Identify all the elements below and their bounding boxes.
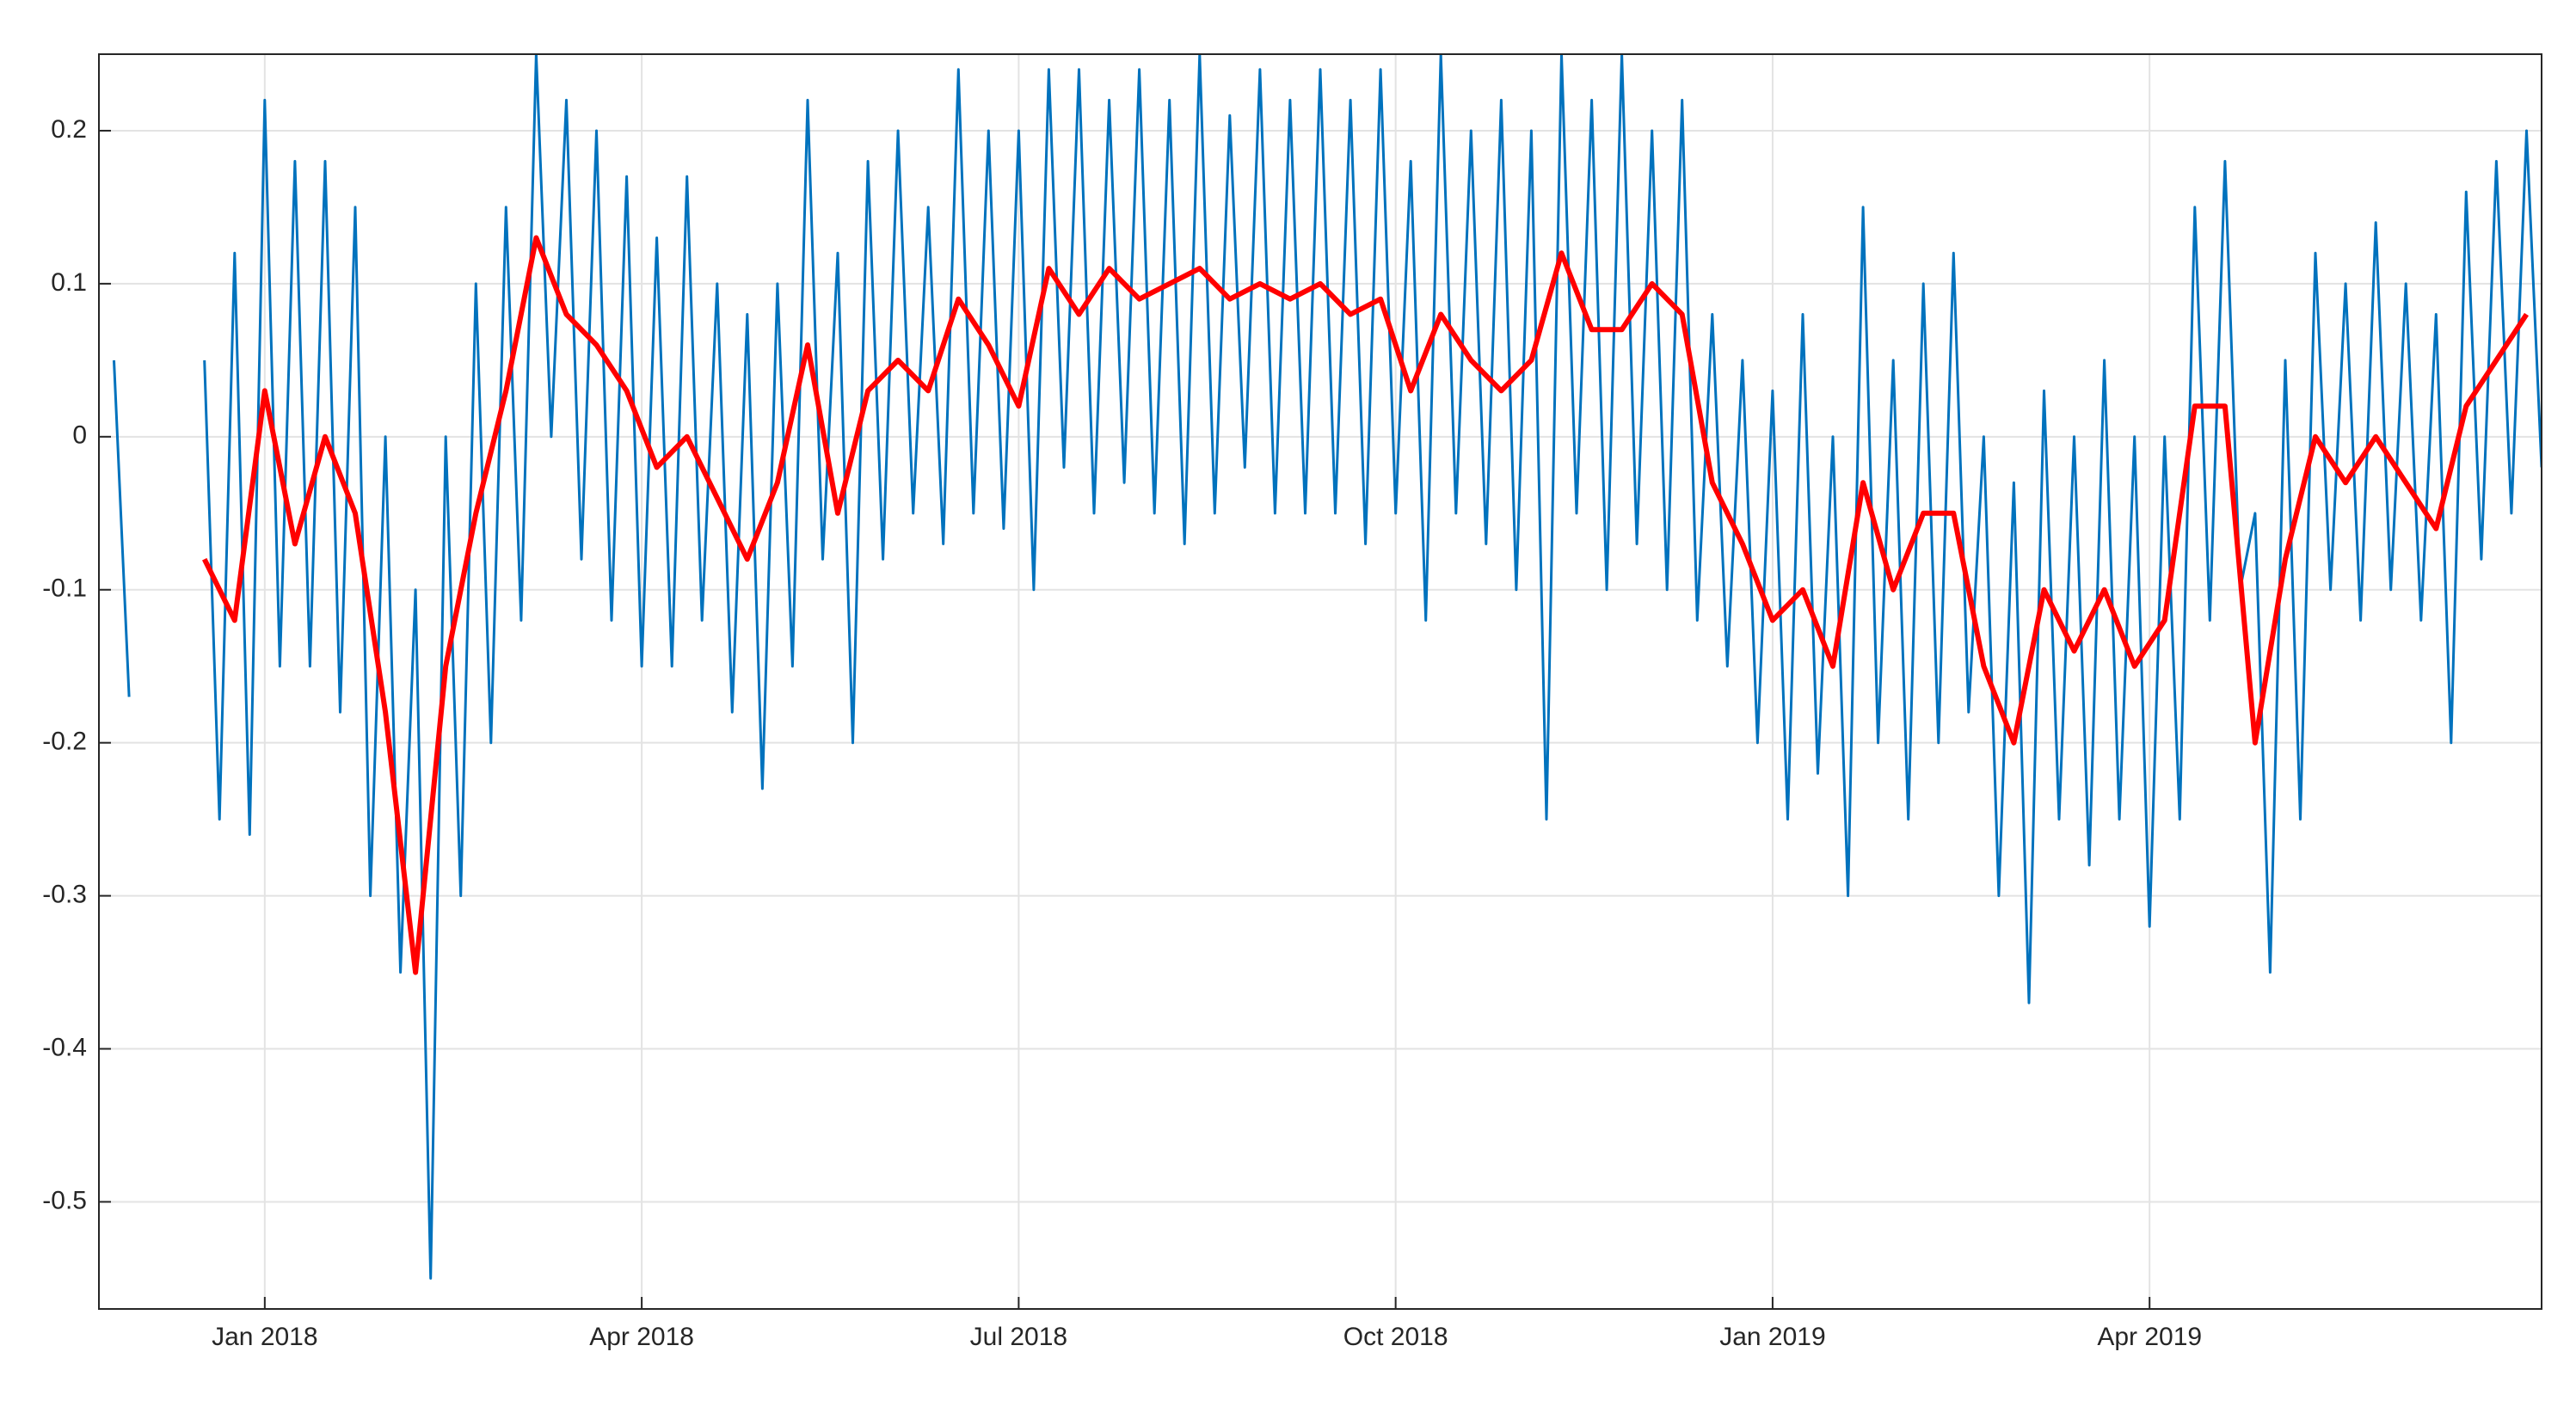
x-tick-label: Jan 2019 bbox=[1719, 1323, 1825, 1351]
x-tick-label: Jul 2018 bbox=[970, 1323, 1067, 1351]
x-tick-label: Oct 2018 bbox=[1343, 1323, 1448, 1351]
y-tick-label: 0.1 bbox=[51, 268, 87, 297]
axes-box bbox=[98, 53, 2542, 1310]
x-tick-label: Apr 2019 bbox=[2097, 1323, 2202, 1351]
y-tick-label: 0 bbox=[72, 421, 87, 450]
x-tick-label: Apr 2018 bbox=[589, 1323, 694, 1351]
x-tick-label: Jan 2018 bbox=[212, 1323, 317, 1351]
y-tick-label: 0.2 bbox=[51, 115, 87, 144]
tick-labels: -0.5 -0.4 -0.3 -0.2 -0.1 0 0.1 0.2 Jan 2018 Apr 2… bbox=[42, 115, 2202, 1351]
y-tick-label: -0.5 bbox=[42, 1186, 87, 1214]
series-line bbox=[202, 235, 2530, 975]
y-tick-label: -0.3 bbox=[42, 881, 87, 909]
grid bbox=[99, 54, 2542, 1309]
y-tick-label: -0.1 bbox=[42, 574, 87, 603]
y-tick-label: -0.2 bbox=[42, 728, 87, 756]
plot-lines bbox=[113, 54, 2542, 1280]
series-line bbox=[113, 54, 2542, 1280]
y-tick-label: -0.4 bbox=[42, 1033, 87, 1061]
